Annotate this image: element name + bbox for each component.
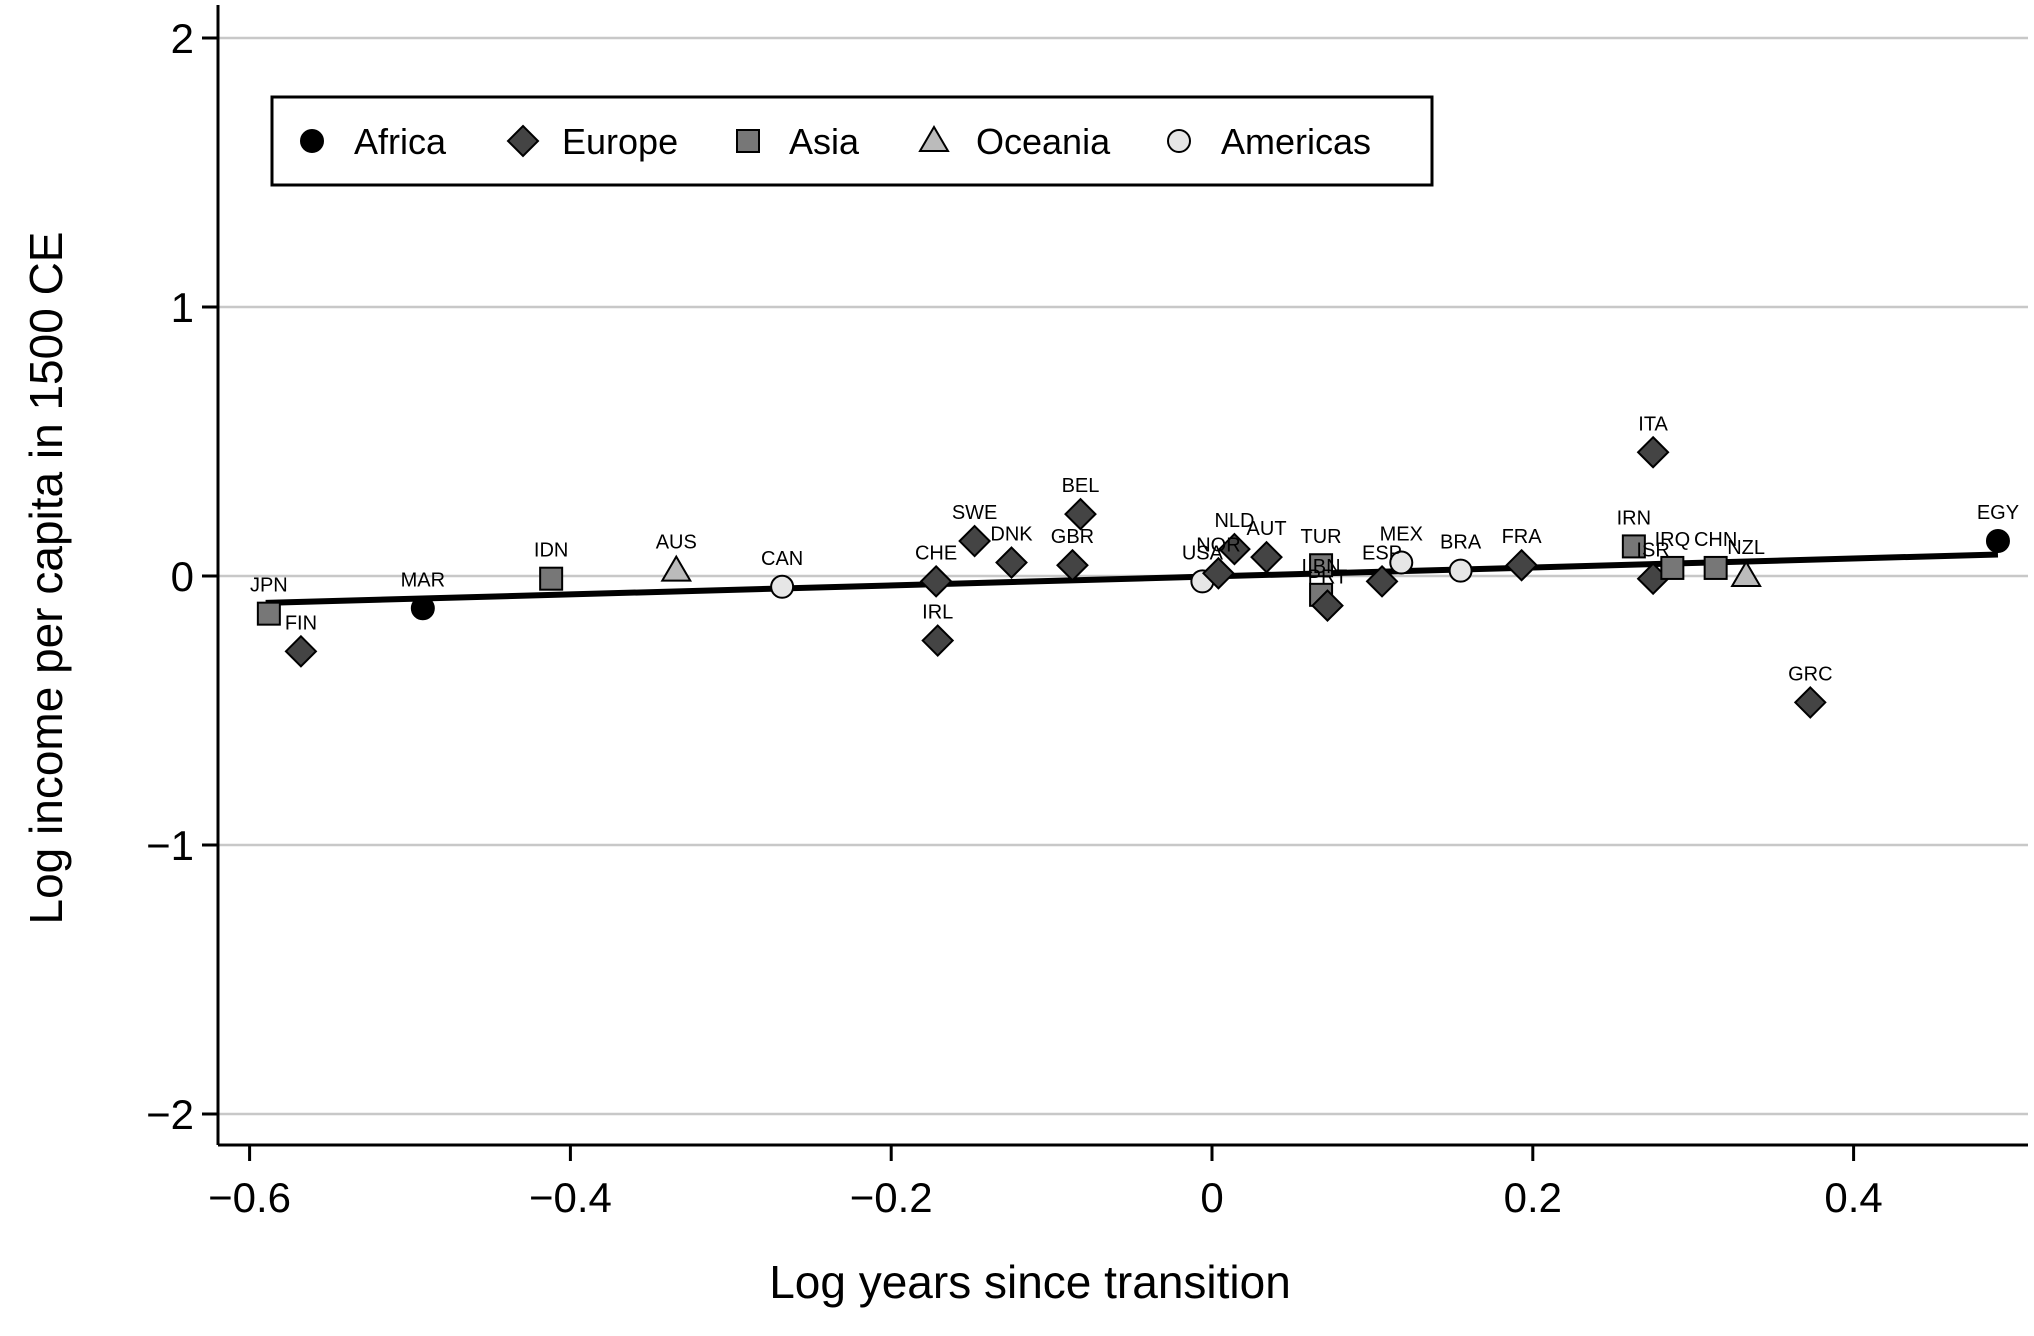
data-point-prt (1311, 589, 1344, 623)
legend-marker-europe (506, 124, 540, 158)
point-label-irn: IRN (1617, 507, 1651, 529)
point-label-mar: MAR (401, 569, 445, 591)
point-label-irl: IRL (922, 602, 953, 624)
y-tick-label: 1 (171, 284, 194, 331)
point-label-swe: SWE (952, 502, 998, 524)
data-point-bel (1064, 497, 1097, 531)
point-label-jpn: JPN (250, 575, 288, 597)
legend-marker-africa (300, 129, 324, 153)
legend-marker-americas (1167, 129, 1191, 153)
point-label-nld: NLD (1214, 510, 1254, 532)
data-point-bra (1448, 558, 1473, 583)
data-point-nzl (1730, 560, 1762, 587)
data-point-mar (410, 596, 435, 621)
x-tick-label: −0.6 (208, 1174, 291, 1221)
data-point-chn (1703, 555, 1728, 580)
data-point-nld (1218, 532, 1251, 566)
point-label-mex: MEX (1380, 524, 1423, 546)
data-point-irn (1621, 534, 1646, 559)
data-point-swe (958, 524, 992, 558)
y-tick-label: 0 (171, 553, 194, 600)
data-point-fra (1505, 548, 1538, 582)
ticks: 2 1 0 −1 −2 −0.6 −0.4 −0.2 0 0.2 0.4 (146, 15, 1883, 1221)
point-label-egy: EGY (1977, 502, 2019, 524)
x-tick-label: 0.2 (1504, 1174, 1562, 1221)
data-point-mex (1389, 550, 1414, 575)
point-label-prt: PRT (1308, 567, 1348, 589)
data-point-irq (1660, 555, 1685, 580)
point-label-ita: ITA (1638, 413, 1668, 435)
data-point-tur (1309, 553, 1334, 578)
data-point-aut (1250, 540, 1283, 574)
point-label-fra: FRA (1502, 526, 1543, 548)
x-tick-label: 0 (1200, 1174, 1223, 1221)
data-point-nor (1202, 556, 1235, 590)
x-tick-label: −0.2 (850, 1174, 933, 1221)
legend-label-europe: Europe (562, 121, 678, 162)
data-point-fin (284, 634, 318, 668)
x-tick-label: −0.4 (529, 1174, 612, 1221)
point-label-esp: ESP (1362, 542, 1402, 564)
data-point-can (770, 574, 795, 599)
data-point-ita (1636, 435, 1670, 469)
x-axis-title: Log years since transition (769, 1256, 1291, 1308)
point-label-isr: ISR (1636, 540, 1669, 562)
data-point-jpn (256, 601, 281, 626)
point-label-usa: USA (1182, 542, 1224, 564)
data-point-grc (1793, 686, 1827, 719)
point-label-nor: NOR (1196, 534, 1240, 556)
point-label-che: CHE (915, 542, 957, 564)
point-label-bra: BRA (1440, 532, 1482, 554)
data-point-dnk (995, 546, 1028, 579)
data-point-irl (921, 624, 955, 657)
point-label-dnk: DNK (990, 524, 1033, 546)
point-label-gbr: GBR (1051, 526, 1094, 548)
data-point-gbr (1056, 548, 1089, 582)
legend-label-americas: Americas (1221, 121, 1371, 162)
data-points (256, 435, 2010, 719)
point-label-aut: AUT (1247, 518, 1287, 540)
point-label-fin: FIN (285, 612, 317, 634)
y-tick-label: −1 (146, 822, 194, 869)
point-label-irq: IRQ (1655, 529, 1691, 551)
point-label-can: CAN (761, 548, 803, 570)
point-label-tur: TUR (1301, 526, 1342, 548)
data-point-egy (1985, 529, 2010, 554)
legend-label-africa: Africa (354, 121, 447, 162)
x-tick-label: 0.4 (1824, 1174, 1882, 1221)
legend-label-asia: Asia (789, 121, 860, 162)
point-label-idn: IDN (534, 540, 568, 562)
data-point-idn (539, 566, 564, 591)
data-point-esp (1365, 564, 1399, 598)
point-label-chn: CHN (1694, 529, 1737, 551)
data-point-aus (660, 554, 693, 582)
legend-marker-asia (736, 129, 760, 153)
y-tick-label: 2 (171, 15, 194, 62)
point-label-aus: AUS (656, 532, 697, 554)
point-label-lbn: LBN (1302, 556, 1341, 578)
legend: Africa Europe Asia Oceania Americas (270, 95, 1434, 187)
legend-label-oceania: Oceania (976, 121, 1111, 162)
legend-marker-oceania (918, 125, 950, 152)
y-tick-label: −2 (146, 1091, 194, 1138)
point-label-bel: BEL (1062, 475, 1100, 497)
data-point-che (919, 564, 953, 598)
point-label-nzl: NZL (1727, 537, 1765, 559)
y-axis-title: Log income per capita in 1500 CE (20, 232, 72, 925)
legend-box (270, 95, 1434, 187)
point-label-grc: GRC (1788, 663, 1832, 685)
